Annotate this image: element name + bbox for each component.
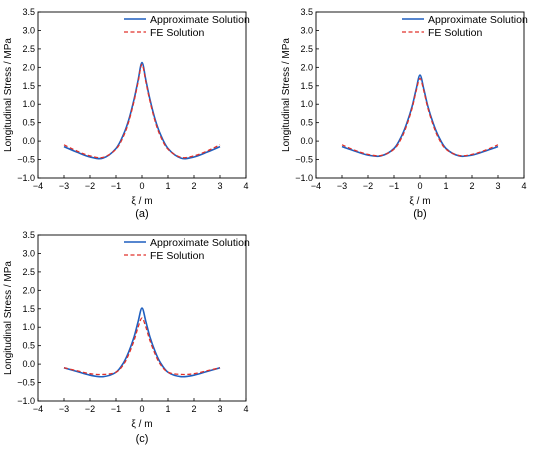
x-tick-label: 1	[443, 181, 448, 191]
legend-entry: FE Solution	[428, 27, 482, 39]
y-tick-label: 2.5	[300, 44, 313, 54]
x-tick-label: 3	[217, 181, 222, 191]
x-tick-label: 0	[417, 181, 422, 191]
y-tick-label: −0.5	[295, 155, 313, 165]
y-axis-label: Longitudinal Stress / MPa	[3, 38, 14, 152]
panel-label: (a)	[135, 208, 148, 220]
y-tick-label: 1.0	[300, 99, 313, 109]
x-tick-label: −1	[111, 404, 121, 414]
x-tick-label: −4	[33, 181, 43, 191]
y-tick-label: 1.5	[300, 81, 313, 91]
x-tick-label: 2	[469, 181, 474, 191]
y-tick-label: 0.0	[300, 136, 313, 146]
x-tick-label: 0	[139, 181, 144, 191]
legend-entry: FE Solution	[150, 27, 204, 39]
x-tick-label: −3	[59, 181, 69, 191]
x-tick-label: 1	[165, 404, 170, 414]
panel-label: (c)	[136, 433, 149, 445]
y-tick-label: 2.5	[22, 44, 35, 54]
series-line	[63, 63, 221, 159]
y-axis-label: Longitudinal Stress / MPa	[281, 38, 292, 152]
series-line	[63, 317, 221, 376]
y-tick-label: 3.0	[22, 25, 35, 35]
x-tick-label: 4	[243, 404, 248, 414]
x-axis-label: ξ / m	[131, 419, 152, 430]
x-tick-label: 2	[191, 404, 196, 414]
y-tick-label: 3.5	[300, 7, 313, 17]
x-axis-label: ξ / m	[409, 196, 430, 207]
panel-label: (b)	[413, 208, 426, 220]
x-tick-label: 1	[165, 181, 170, 191]
y-tick-label: 3.5	[22, 230, 35, 240]
y-axis-label: Longitudinal Stress / MPa	[3, 261, 14, 375]
x-tick-label: −1	[111, 181, 121, 191]
y-tick-label: 1.5	[22, 304, 35, 314]
y-tick-label: 1.5	[22, 81, 35, 91]
x-tick-label: −3	[337, 181, 347, 191]
legend-entry: Approximate Solution	[150, 14, 250, 26]
y-tick-label: −0.5	[17, 378, 35, 388]
x-tick-label: −3	[59, 404, 69, 414]
series-line	[341, 77, 499, 157]
legend-entry: Approximate Solution	[150, 237, 250, 249]
y-tick-label: 2.0	[22, 62, 35, 72]
legend-entry: FE Solution	[150, 250, 204, 262]
y-tick-label: 3.5	[22, 7, 35, 17]
y-tick-label: 3.0	[22, 248, 35, 258]
x-tick-label: 2	[191, 181, 196, 191]
x-tick-label: −2	[85, 404, 95, 414]
y-tick-label: 3.0	[300, 25, 313, 35]
y-tick-label: −0.5	[17, 155, 35, 165]
x-tick-label: 0	[139, 404, 144, 414]
x-tick-label: 4	[521, 181, 526, 191]
y-tick-label: −1.0	[17, 173, 35, 183]
x-tick-label: 3	[217, 404, 222, 414]
series-line	[63, 307, 221, 378]
x-tick-label: −2	[363, 181, 373, 191]
y-tick-label: 0.5	[22, 341, 35, 351]
y-tick-label: 2.0	[300, 62, 313, 72]
x-tick-label: −4	[311, 181, 321, 191]
x-tick-label: −2	[85, 181, 95, 191]
y-tick-label: −1.0	[17, 396, 35, 406]
chart-panel: −4 −3 −2 −1 0 1 2 3 4 −1.0 −0.5 0.0 0.5 1.0 1.5 2.0 2.5 3…	[3, 7, 250, 220]
y-tick-label: 0.5	[22, 118, 35, 128]
x-tick-label: 4	[243, 181, 248, 191]
y-tick-label: 2.5	[22, 267, 35, 277]
y-tick-label: 0.5	[300, 118, 313, 128]
x-axis-label: ξ / m	[131, 196, 152, 207]
chart-panel: −4 −3 −2 −1 0 1 2 3 4 −1.0 −0.5 0.0 0.5 1.0 1.5 2.0 2.5 3…	[281, 7, 528, 220]
y-tick-label: 0.0	[22, 359, 35, 369]
legend-entry: Approximate Solution	[428, 14, 528, 26]
y-tick-label: 1.0	[22, 99, 35, 109]
y-tick-label: 0.0	[22, 136, 35, 146]
x-tick-label: 3	[495, 181, 500, 191]
y-tick-label: 2.0	[22, 285, 35, 295]
series-line	[63, 61, 221, 160]
y-tick-label: 1.0	[22, 322, 35, 332]
chart-panel: −4 −3 −2 −1 0 1 2 3 4 −1.0 −0.5 0.0 0.5 1.0 1.5 2.0 2.5 3…	[3, 230, 250, 445]
x-tick-label: −4	[33, 404, 43, 414]
y-tick-label: −1.0	[295, 173, 313, 183]
x-tick-label: −1	[389, 181, 399, 191]
